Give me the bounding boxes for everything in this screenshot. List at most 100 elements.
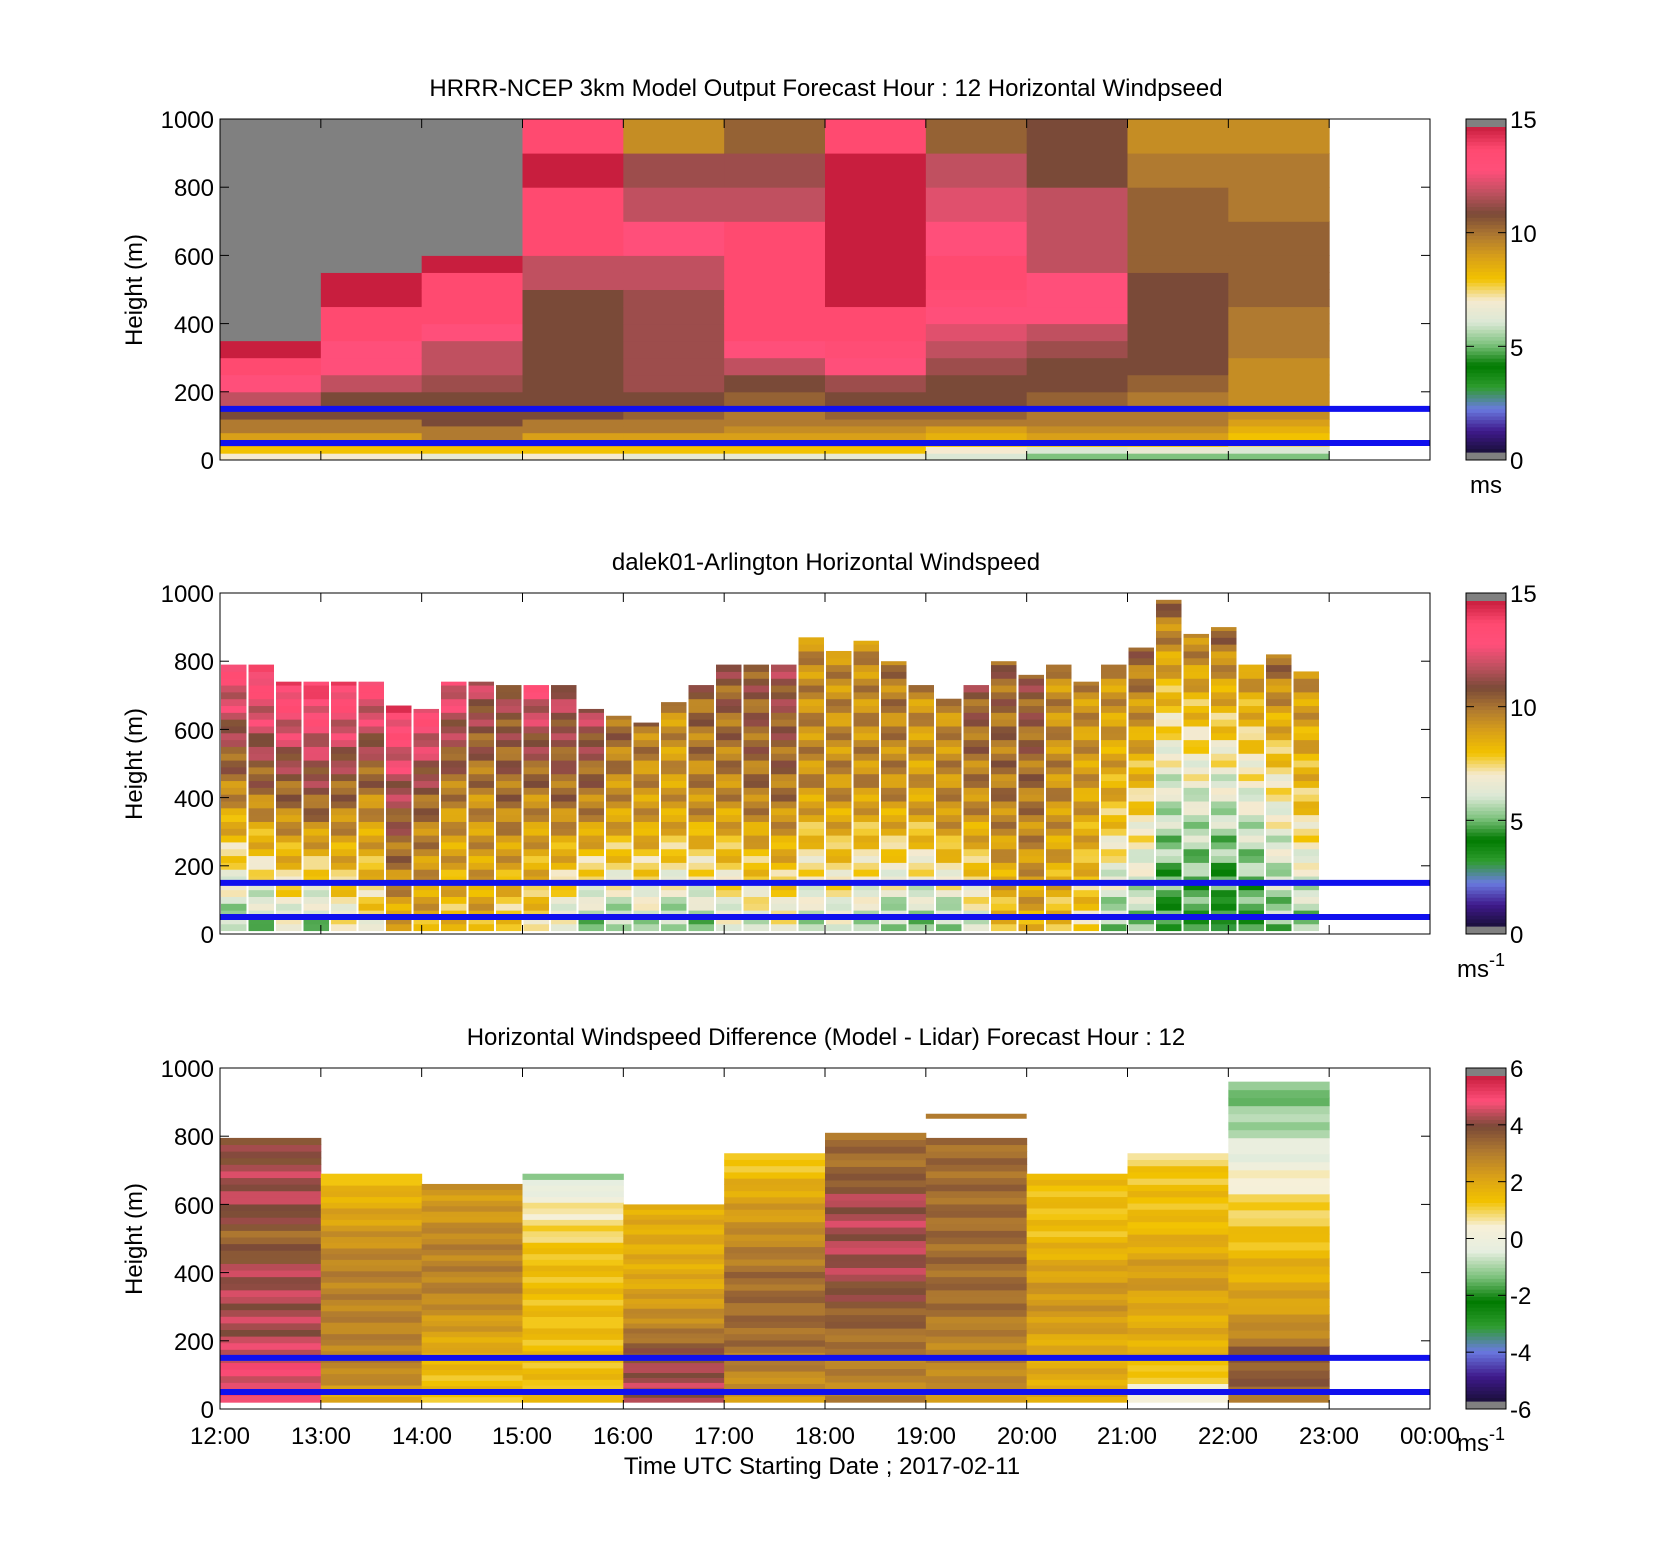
lidar-cell [496, 760, 522, 768]
lidar-cell [331, 821, 357, 829]
lidar-cell [1073, 732, 1099, 741]
lidar-cell [1046, 801, 1072, 809]
lidar-cell [991, 773, 1017, 782]
lidar-cell [1018, 678, 1044, 686]
colorbar-unit: ms-1 [1457, 950, 1505, 983]
lidar-cell [936, 807, 962, 816]
lidar-cell [303, 681, 329, 686]
lidar-cell [248, 732, 274, 741]
panel-model-ticks [219, 118, 1431, 461]
difference-cell [825, 1247, 927, 1255]
lidar-cell [1101, 835, 1127, 843]
lidar-cell [661, 787, 687, 795]
colorbar-band [1466, 181, 1506, 186]
colorbar-band [1466, 195, 1506, 200]
lidar-cell [826, 848, 852, 857]
lidar-cell [1266, 889, 1292, 897]
lidar-cell [468, 882, 494, 891]
model-cell [220, 255, 322, 273]
lidar-cell [798, 678, 824, 686]
lidar-cell [413, 801, 439, 809]
lidar-cell [331, 705, 357, 713]
ytick-label: 200 [174, 1329, 214, 1356]
difference-cell [825, 1395, 927, 1403]
model-cell [421, 187, 523, 222]
lidar-cell [1266, 712, 1292, 720]
lidar-cell [826, 787, 852, 795]
difference-cell [320, 1236, 423, 1243]
lidar-cell [331, 698, 357, 707]
lidar-cell [963, 814, 989, 822]
lidar-cell [468, 916, 494, 925]
lidar-cell [991, 661, 1017, 666]
colorbar-band [1466, 698, 1506, 703]
model-cell [1228, 432, 1330, 441]
colorbar-band [1466, 336, 1506, 341]
lidar-cell [743, 828, 769, 836]
colorbar-band [1466, 437, 1506, 442]
lidar-cell [523, 780, 549, 788]
ytick-label: 800 [174, 1124, 214, 1151]
lidar-cell [1101, 889, 1127, 897]
difference-cell [421, 1238, 523, 1245]
lidar-cell [633, 903, 659, 911]
difference-cell [1127, 1339, 1229, 1347]
difference-cell [1026, 1270, 1128, 1278]
lidar-cell [1101, 712, 1127, 720]
xtick-label: 19:00 [896, 1423, 956, 1450]
difference-cell [320, 1247, 423, 1255]
lidar-cell [1211, 794, 1237, 802]
model-cell [1026, 340, 1128, 359]
model-cell [623, 391, 725, 410]
model-cell [825, 432, 927, 441]
lidar-cell [826, 698, 852, 707]
colorbar-band [1466, 264, 1506, 269]
lidar-cell [1293, 685, 1319, 693]
colorbar-band [1466, 1115, 1506, 1120]
difference-cell [623, 1372, 725, 1378]
lidar-cell [908, 910, 934, 918]
lidar-cell [661, 719, 687, 727]
lidar-cell [826, 876, 852, 884]
lidar-cell [358, 882, 384, 891]
lidar-cell [1101, 780, 1127, 788]
lidar-cell [661, 773, 687, 782]
lidar-cell [1128, 766, 1154, 775]
lidar-cell [1266, 910, 1292, 918]
difference-cell [623, 1263, 725, 1270]
lidar-cell [1073, 746, 1099, 754]
lidar-cell [358, 753, 384, 761]
model-cell [1228, 391, 1330, 410]
difference-cell [825, 1213, 927, 1221]
xtick-label: 21:00 [1097, 1423, 1157, 1450]
lidar-cell [1128, 923, 1154, 932]
lidar-cell [963, 821, 989, 829]
lidar-cell [413, 780, 439, 788]
difference-cell [1127, 1358, 1229, 1366]
model-cell [925, 408, 1028, 420]
difference-cell [1026, 1213, 1128, 1220]
lidar-cell [826, 828, 852, 836]
lidar-cell [1211, 678, 1237, 686]
lidar-cell [1183, 841, 1209, 850]
lidar-cell [523, 705, 549, 713]
difference-cell [825, 1206, 927, 1215]
lidar-cell [661, 848, 687, 857]
lidar-cell [1156, 678, 1182, 686]
lidar-cell [688, 739, 714, 747]
lidar-cell [661, 923, 687, 932]
colorbar-band [1466, 1393, 1506, 1398]
lidar-cell [523, 725, 549, 734]
lidar-cell [523, 889, 549, 897]
lidar-cell [1046, 739, 1072, 747]
difference-cell [522, 1396, 624, 1403]
difference-cell [1228, 1394, 1330, 1403]
colorbar-band [1466, 278, 1506, 283]
lidar-cell [1073, 862, 1099, 870]
lidar-cell [1211, 685, 1237, 693]
lidar-cell [1018, 848, 1044, 857]
lidar-cell [606, 910, 632, 918]
model-cell [623, 119, 725, 154]
lidar-cell [661, 862, 687, 870]
difference-cell [925, 1203, 1028, 1212]
